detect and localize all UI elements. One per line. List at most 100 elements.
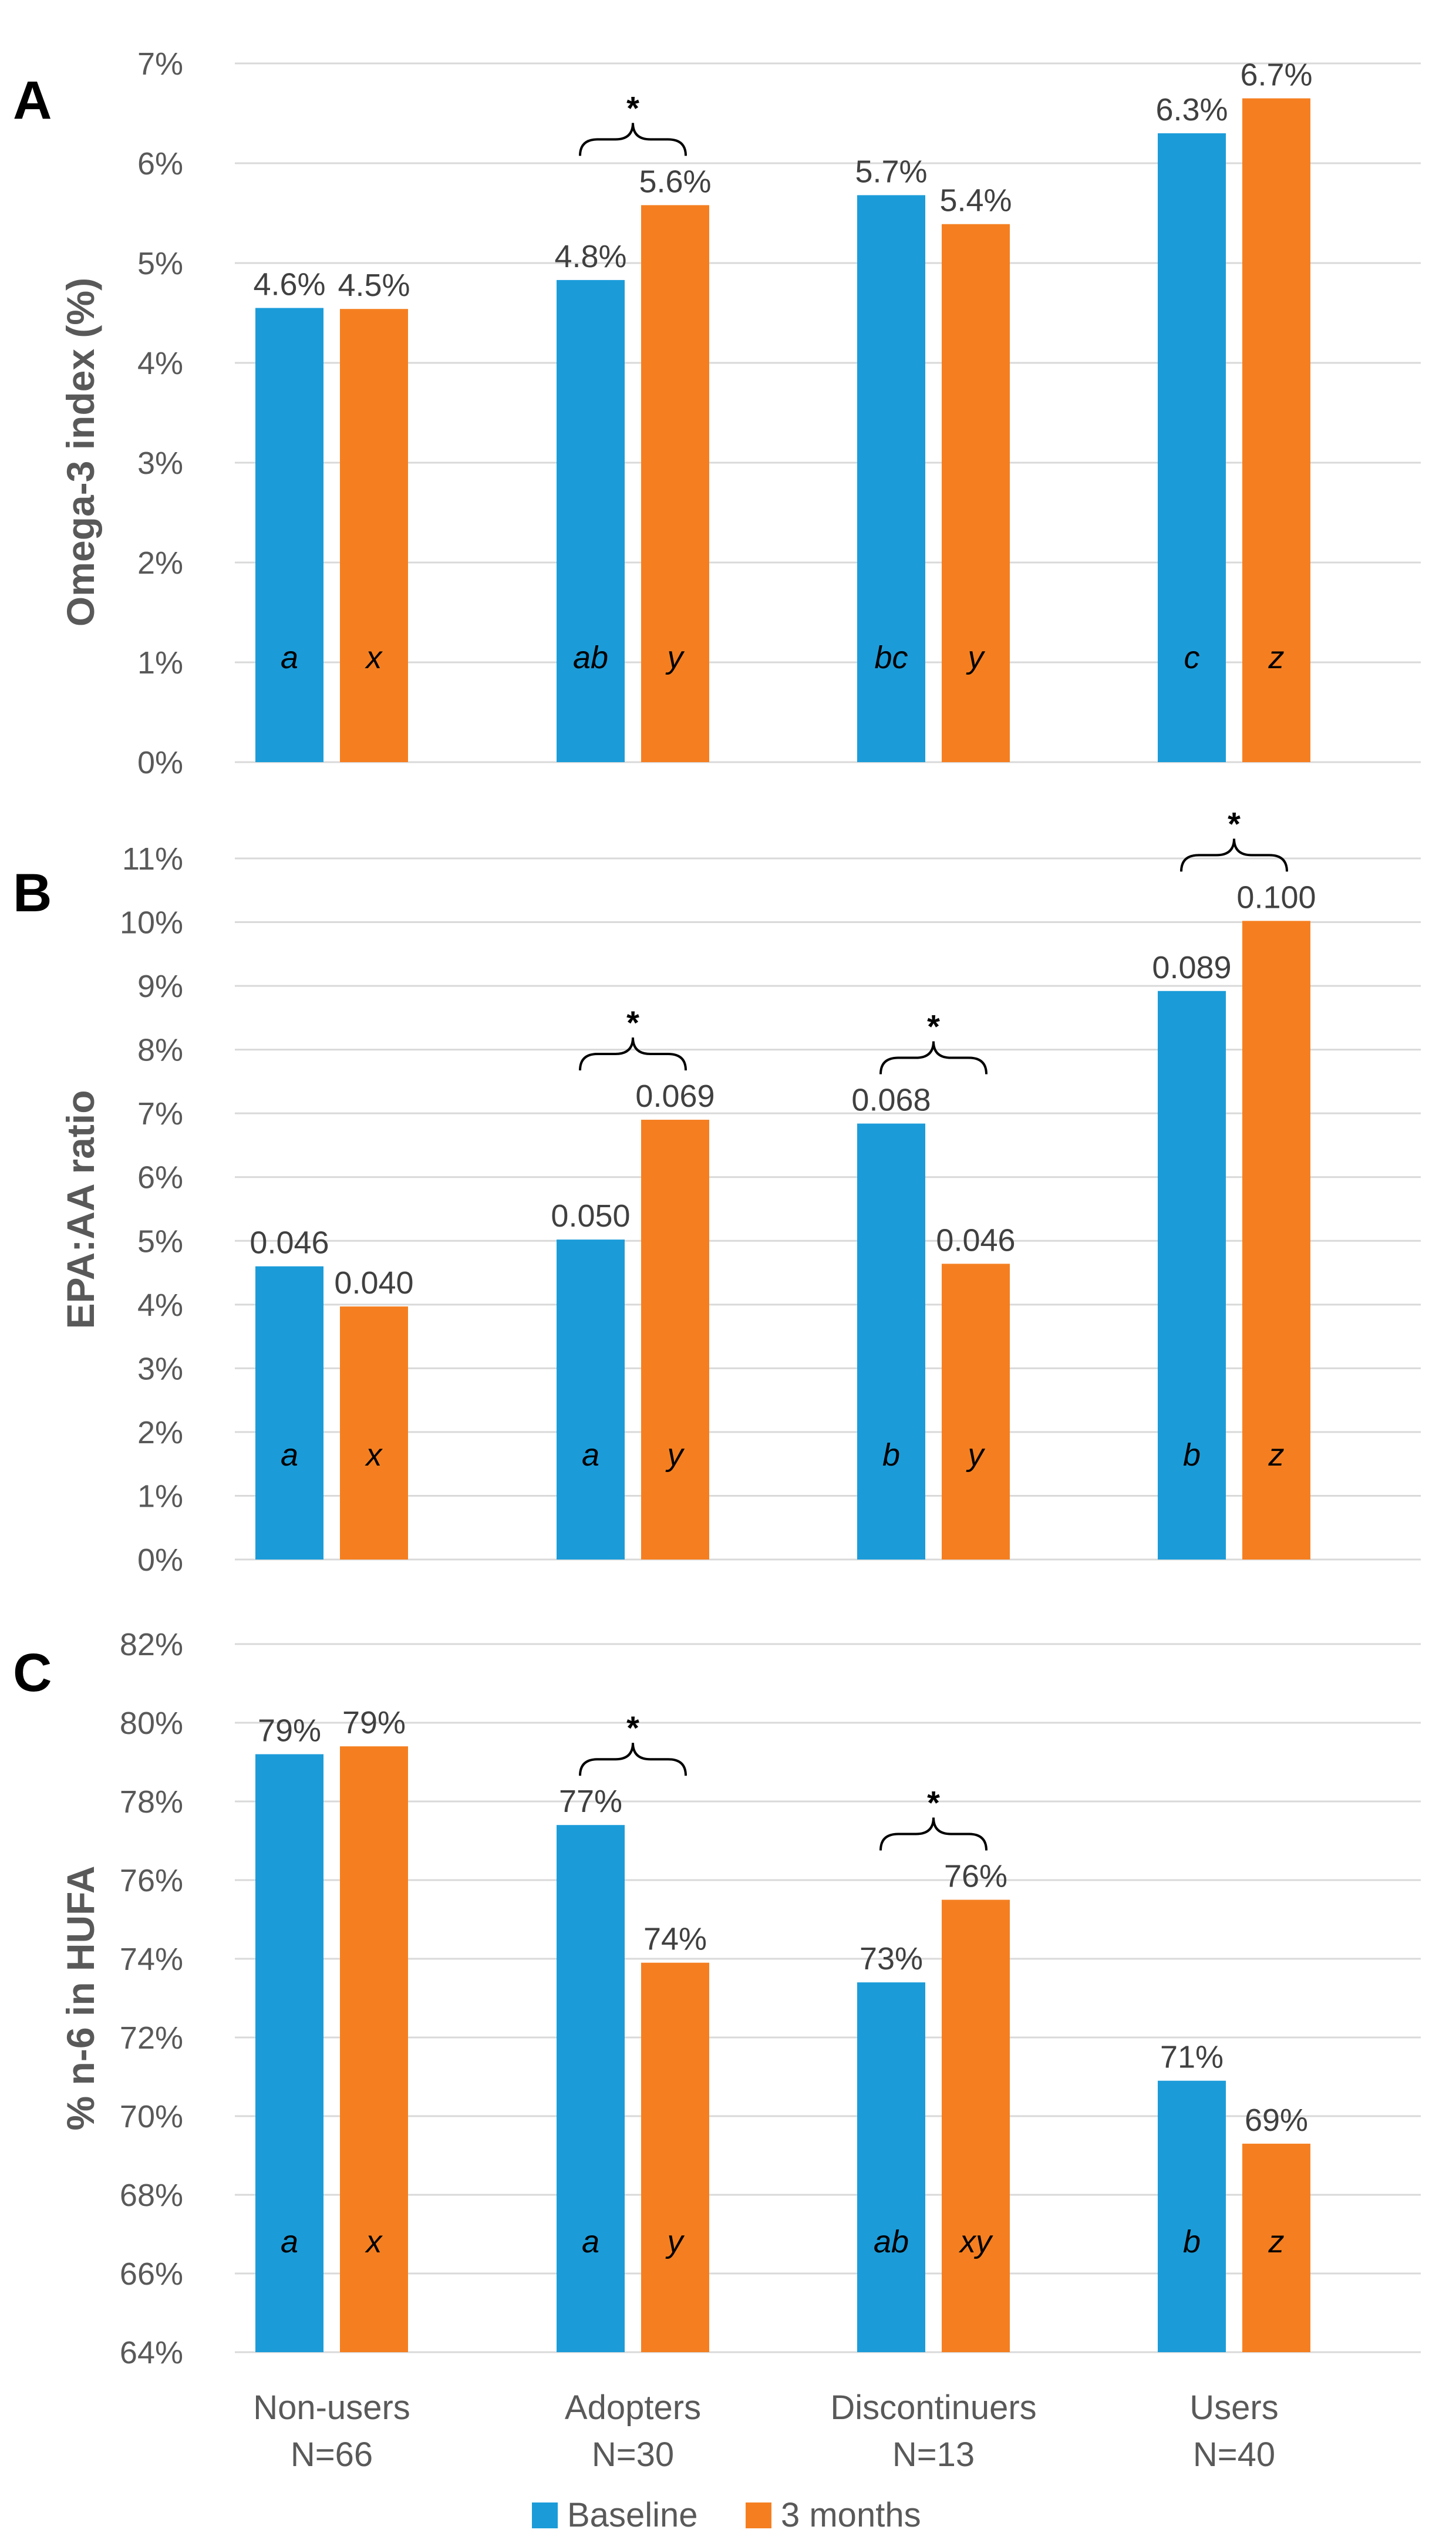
- bar-baseline-users: [1158, 133, 1226, 762]
- bar-baseline-discontinuers: [857, 1982, 925, 2352]
- data-label: 74%: [643, 1922, 707, 1957]
- x-category-n: N=13: [892, 2436, 975, 2474]
- data-label: 77%: [559, 1784, 622, 1819]
- data-label: 0.046: [250, 1225, 329, 1261]
- data-label: 71%: [1160, 2040, 1224, 2075]
- significance-brace: [879, 1041, 987, 1075]
- significance-marker: *: [626, 89, 639, 126]
- bar-3months-users: [1242, 921, 1310, 1560]
- group-letter: y: [665, 640, 685, 675]
- group-letter: x: [365, 2224, 383, 2259]
- panel-letter: C: [13, 1643, 52, 1703]
- data-label: 79%: [258, 1713, 321, 1749]
- y-tick-label: 7%: [137, 46, 183, 82]
- y-tick-label: 5%: [137, 1224, 183, 1259]
- significance-marker: *: [927, 1784, 940, 1821]
- chart-panels: A Omega-3 index (%) 0% 1% 2% 3% 4% 5% 6% 7% 4.6% a 4…: [13, 46, 1421, 2370]
- significance-brace: [579, 123, 687, 156]
- data-label: 0.040: [334, 1265, 413, 1301]
- significance-marker: *: [927, 1008, 940, 1045]
- y-tick-label: 0%: [137, 745, 183, 780]
- data-label: 69%: [1245, 2103, 1308, 2138]
- significance-brace: [1180, 838, 1288, 872]
- y-tick-label: 0%: [137, 1542, 183, 1578]
- y-tick-label: 82%: [120, 1627, 183, 1662]
- y-axis-label: Omega-3 index (%): [59, 278, 102, 627]
- legend-swatch-3months: [746, 2502, 771, 2528]
- significance-marker: *: [626, 1004, 639, 1041]
- group-letter: b: [882, 1437, 900, 1473]
- group-letter: x: [365, 1437, 383, 1473]
- group-letter: ab: [573, 640, 608, 675]
- significance-brace: [579, 1037, 687, 1071]
- group-letter: z: [1268, 2224, 1285, 2259]
- panel-letter: B: [13, 863, 52, 923]
- y-tick-label: 6%: [137, 1160, 183, 1195]
- y-tick-label: 64%: [120, 2335, 183, 2370]
- data-label: 6.7%: [1240, 58, 1312, 93]
- significance-brace: [879, 1817, 987, 1851]
- data-label: 0.100: [1236, 880, 1316, 915]
- y-tick-label: 1%: [137, 1478, 183, 1514]
- x-category-label: Non-users: [253, 2389, 410, 2427]
- y-axis-label: % n-6 in HUFA: [59, 1865, 102, 2130]
- y-tick-label: 3%: [137, 1351, 183, 1386]
- legend-swatch-baseline: [532, 2502, 558, 2528]
- bar-baseline-non-users: [255, 1754, 323, 2352]
- data-label: 79%: [342, 1705, 406, 1740]
- y-tick-label: 76%: [120, 1863, 183, 1898]
- data-label: 5.6%: [639, 164, 711, 199]
- y-tick-label: 78%: [120, 1784, 183, 1820]
- y-tick-label: 10%: [120, 905, 183, 941]
- significance-brace: [579, 1743, 687, 1776]
- y-tick-label: 9%: [137, 969, 183, 1004]
- bar-3months-non-users: [340, 309, 408, 762]
- bar-baseline-users: [1158, 2080, 1226, 2352]
- data-label: 0.068: [851, 1083, 931, 1118]
- group-letter: a: [582, 1437, 599, 1473]
- data-label: 5.4%: [939, 183, 1012, 218]
- group-letter: a: [281, 1437, 298, 1473]
- bar-baseline-non-users: [255, 308, 323, 762]
- panel-letter: A: [13, 70, 52, 130]
- y-tick-label: 3%: [137, 446, 183, 481]
- bar-3months-adopters: [641, 1962, 709, 2352]
- y-tick-label: 68%: [120, 2178, 183, 2213]
- bar-3months-discontinuers: [942, 224, 1010, 762]
- group-letter: a: [582, 2224, 599, 2259]
- bar-3months-users: [1242, 98, 1310, 762]
- group-letter: z: [1268, 1437, 1285, 1473]
- bar-baseline-discontinuers: [857, 1123, 925, 1560]
- data-label: 4.5%: [338, 268, 410, 303]
- y-tick-label: 74%: [120, 1942, 183, 1977]
- y-tick-label: 66%: [120, 2256, 183, 2292]
- bar-baseline-adopters: [557, 279, 625, 762]
- group-letter: y: [665, 2224, 685, 2259]
- data-label: 0.069: [635, 1079, 714, 1114]
- group-letter: ab: [874, 2224, 909, 2259]
- group-letter: z: [1268, 640, 1285, 675]
- bar-baseline-non-users: [255, 1266, 323, 1560]
- bar-3months-discontinuers: [942, 1264, 1010, 1560]
- group-letter: y: [966, 640, 986, 675]
- y-tick-label: 6%: [137, 146, 183, 181]
- x-category-n: N=30: [592, 2436, 674, 2474]
- group-letter: bc: [874, 640, 908, 675]
- group-letter: xy: [958, 2224, 993, 2259]
- data-label: 73%: [860, 1941, 923, 1976]
- panel-a: A Omega-3 index (%) 0% 1% 2% 3% 4% 5% 6% 7% 4.6% a 4…: [13, 46, 1421, 780]
- data-label: 5.7%: [855, 154, 927, 189]
- y-tick-label: 11%: [122, 841, 183, 877]
- group-letter: b: [1183, 1437, 1201, 1473]
- bar-3months-non-users: [340, 1306, 408, 1560]
- group-letter: a: [281, 640, 298, 675]
- y-tick-label: 8%: [137, 1033, 183, 1068]
- significance-marker: *: [626, 1709, 639, 1746]
- y-tick-label: 80%: [120, 1706, 183, 1741]
- bar-3months-non-users: [340, 1746, 408, 2352]
- x-axis-categories: Non-users N=66 Adopters N=30 Discontinuers N=…: [253, 2389, 1279, 2474]
- bar-baseline-adopters: [557, 1825, 625, 2352]
- bar-baseline-discontinuers: [857, 195, 925, 762]
- y-tick-label: 70%: [120, 2099, 183, 2134]
